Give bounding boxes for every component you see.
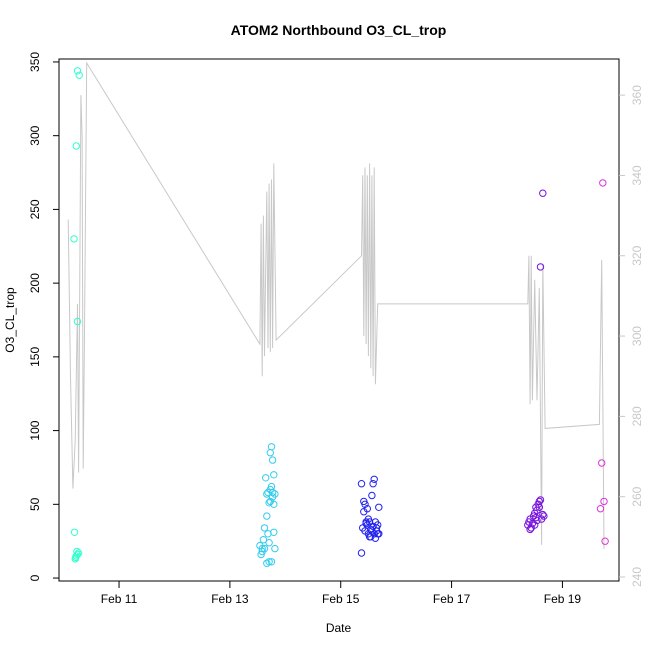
data-point: [263, 512, 271, 520]
data-point: [598, 459, 606, 467]
data-point: [260, 544, 269, 553]
y-left-tick-label: 350: [28, 52, 42, 72]
data-point: [357, 549, 366, 557]
altitude-line: [67, 61, 605, 549]
x-tick-label: Feb 13: [211, 592, 249, 606]
y-left-tick-label: 150: [28, 347, 42, 367]
y-right-tick-label: 240: [630, 567, 644, 587]
x-tick-label: Feb 19: [544, 592, 582, 606]
data-point: [368, 491, 376, 500]
y-axis-left: 0 50 100 150 200 250 300 350: [28, 52, 59, 581]
x-axis: Feb 11 Feb 13 Feb 15 Feb 17 Feb 19: [101, 581, 582, 606]
y-left-tick-label: 200: [28, 273, 42, 293]
y-left-tick-label: 250: [28, 199, 42, 219]
data-point: [539, 189, 547, 197]
data-point: [75, 71, 83, 79]
data-point: [531, 521, 539, 529]
data-point: [600, 497, 608, 506]
data-point: [72, 142, 81, 150]
y-left-tick-label: 50: [28, 497, 42, 511]
data-point: [266, 449, 274, 457]
y-right-tick-label: 340: [630, 165, 644, 185]
altitude-line-series: [67, 61, 605, 549]
data-point: [363, 505, 371, 513]
data-point: [596, 505, 605, 513]
data-point: [267, 443, 276, 451]
data-point: [260, 524, 269, 532]
data-point: [262, 474, 270, 482]
data-point: [369, 522, 377, 531]
chart-title: ATOM2 Northbound O3_CL_trop: [231, 22, 447, 38]
data-point: [73, 67, 82, 75]
x-tick-label: Feb 11: [101, 592, 138, 606]
x-tick-label: Feb 17: [433, 592, 471, 606]
x-tick-label: Feb 15: [322, 592, 360, 606]
data-point: [540, 512, 548, 520]
y-left-tick-label: 0: [28, 574, 42, 581]
y-right-tick-label: 280: [630, 406, 644, 426]
data-point: [265, 499, 273, 507]
data-point: [536, 263, 545, 271]
data-point: [372, 524, 381, 532]
data-point: [264, 530, 272, 538]
data-point: [361, 527, 369, 535]
y-left-tick-label: 300: [28, 125, 42, 145]
data-point: [265, 539, 273, 547]
data-point: [259, 536, 268, 544]
data-point: [526, 525, 534, 534]
y-axis-right: 240 260 280 300 320 340 360: [619, 85, 644, 587]
data-point: [267, 558, 276, 566]
data-point: [536, 496, 545, 504]
data-point: [539, 510, 547, 519]
o3-scatter-points: [70, 67, 609, 567]
data-point: [370, 475, 378, 483]
data-point: [70, 235, 78, 243]
data-point: [357, 480, 366, 488]
data-point: [270, 471, 278, 479]
data-point: [265, 558, 273, 566]
data-point: [369, 480, 377, 488]
data-point: [73, 317, 82, 326]
y-axis-label: O3_CL_trop: [3, 287, 17, 353]
data-point: [72, 553, 80, 562]
data-point: [365, 518, 374, 526]
y-right-tick-label: 360: [630, 85, 644, 105]
data-point: [362, 519, 370, 528]
y-left-tick-label: 100: [28, 420, 42, 440]
y-right-tick-label: 260: [630, 486, 644, 506]
x-axis-label: Date: [326, 621, 352, 635]
plot-frame: [58, 58, 620, 582]
data-point: [271, 544, 279, 553]
data-point: [268, 456, 277, 464]
data-point: [601, 537, 609, 545]
data-point: [271, 490, 279, 498]
y-right-tick-label: 300: [630, 326, 644, 346]
data-point: [70, 528, 79, 536]
data-point: [361, 500, 369, 508]
data-point: [375, 503, 383, 511]
data-point: [599, 179, 607, 187]
data-point: [266, 497, 274, 506]
data-point: [532, 513, 540, 522]
data-point: [263, 490, 271, 498]
data-point: [258, 544, 266, 553]
data-point: [535, 503, 543, 511]
y-right-tick-label: 320: [630, 245, 644, 265]
